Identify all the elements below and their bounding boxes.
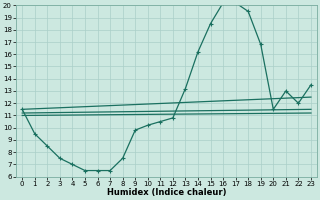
X-axis label: Humidex (Indice chaleur): Humidex (Indice chaleur)	[107, 188, 226, 197]
